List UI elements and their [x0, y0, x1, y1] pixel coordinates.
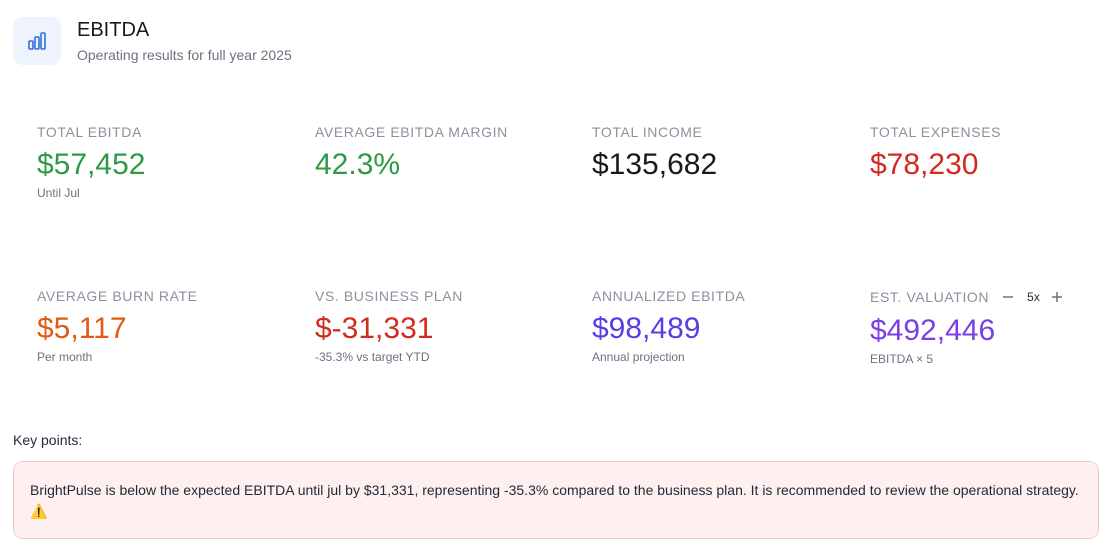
metric-est-valuation: EST. VALUATION 5x $492,446 EBITDA × 5: [870, 287, 1100, 367]
metric-vs-business-plan: VS. BUSINESS PLAN $-31,331 -35.3% vs tar…: [315, 287, 565, 365]
metric-total-ebitda: TOTAL EBITDA $57,452 Until Jul: [37, 123, 287, 201]
multiplier-value: 5x: [1027, 290, 1040, 304]
metric-sub: Per month: [37, 350, 93, 364]
metric-value: $135,682: [592, 148, 718, 181]
metric-label: EST. VALUATION: [870, 289, 990, 305]
metric-value: $5,117: [37, 312, 127, 345]
key-points-text: BrightPulse is below the expected EBITDA…: [30, 482, 1079, 519]
key-points-title: Key points:: [13, 432, 83, 448]
metric-label: TOTAL INCOME: [592, 124, 703, 140]
metric-average-ebitda-margin: AVERAGE EBITDA MARGIN 42.3%: [315, 123, 565, 183]
header: EBITDA Operating results for full year 2…: [13, 17, 292, 65]
metric-label: ANNUALIZED EBITDA: [592, 288, 746, 304]
metric-total-income: TOTAL INCOME $135,682: [592, 123, 842, 183]
key-points-box: BrightPulse is below the expected EBITDA…: [13, 461, 1099, 539]
decrease-multiplier-button[interactable]: [999, 288, 1017, 306]
minus-icon: [1003, 296, 1014, 298]
multiplier-control: 5x: [999, 288, 1066, 306]
metric-total-expenses: TOTAL EXPENSES $78,230: [870, 123, 1111, 183]
metric-label: VS. BUSINESS PLAN: [315, 288, 463, 304]
metric-value: $98,489: [592, 312, 701, 345]
page-title: EBITDA: [77, 19, 150, 41]
plus-icon: [1051, 292, 1062, 302]
metric-value: $-31,331: [315, 312, 434, 345]
metric-label: AVERAGE BURN RATE: [37, 288, 198, 304]
page-subtitle: Operating results for full year 2025: [77, 47, 292, 63]
bar-chart-icon: [13, 17, 61, 65]
metric-sub: Until Jul: [37, 186, 80, 200]
metric-sub: EBITDA × 5: [870, 352, 934, 366]
metric-annualized-ebitda: ANNUALIZED EBITDA $98,489 Annual project…: [592, 287, 842, 365]
metric-label: AVERAGE EBITDA MARGIN: [315, 124, 508, 140]
metric-label: TOTAL EBITDA: [37, 124, 142, 140]
metric-average-burn-rate: AVERAGE BURN RATE $5,117 Per month: [37, 287, 287, 365]
metric-value: 42.3%: [315, 148, 401, 181]
metric-sub: -35.3% vs target YTD: [315, 350, 430, 364]
metric-value: $57,452: [37, 148, 146, 181]
metric-label: TOTAL EXPENSES: [870, 124, 1002, 140]
metric-value: $492,446: [870, 314, 996, 347]
increase-multiplier-button[interactable]: [1048, 288, 1066, 306]
metric-sub: Annual projection: [592, 350, 685, 364]
metric-value: $78,230: [870, 148, 979, 181]
